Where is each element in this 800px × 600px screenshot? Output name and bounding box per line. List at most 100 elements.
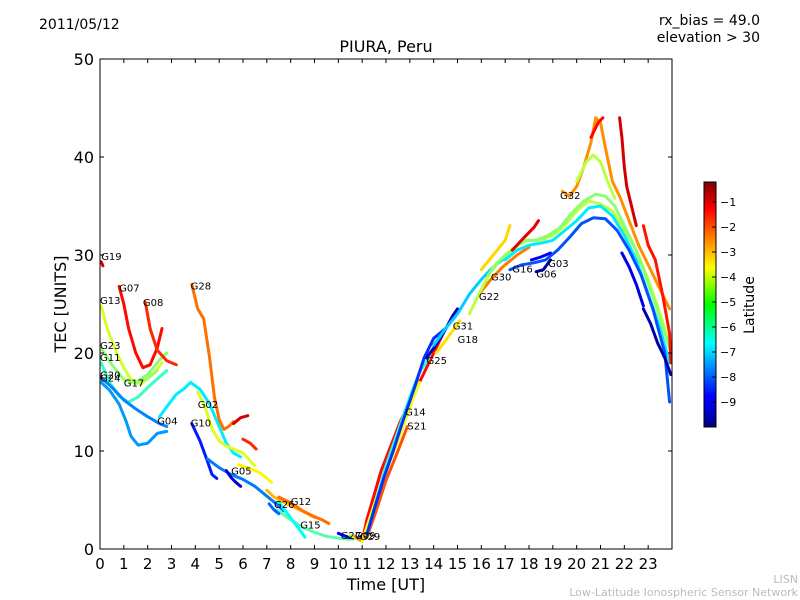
- chart-title: PIURA, Peru: [339, 37, 432, 56]
- colorbar-label: Latitude: [742, 276, 758, 334]
- satellite-label-g06: G06: [536, 270, 556, 281]
- colorbar-ticks: −1 −2 −3 −4 −5 −6 −7 −8 −9: [712, 196, 736, 409]
- satellite-label-g15: G15: [300, 520, 320, 531]
- satellite-label-g27: G27: [341, 531, 361, 542]
- satellite-label-g10: G10: [191, 419, 211, 430]
- rx-bias-label: rx_bias = 49.0: [658, 13, 760, 29]
- series-g05: [205, 457, 285, 513]
- x-tick-label: 12: [376, 555, 395, 573]
- satellite-label-g04: G04: [157, 417, 177, 428]
- series-g22r: [232, 414, 250, 426]
- x-tick-label: 5: [214, 555, 224, 573]
- series-g32r: [589, 116, 605, 139]
- satellite-label-g13: G13: [100, 296, 120, 307]
- colorbar-tick-label: −5: [720, 296, 736, 309]
- satellite-label-g03: G03: [548, 259, 568, 270]
- y-tick-label: 0: [84, 540, 94, 559]
- satellite-label-g11: G11: [100, 353, 120, 364]
- colorbar-gradient: [703, 181, 717, 428]
- series-g08: [143, 300, 178, 367]
- series-g17: [122, 369, 159, 385]
- series-g15b: [277, 500, 307, 539]
- colorbar-tick-label: −2: [720, 221, 736, 234]
- series-g05b: [224, 469, 243, 488]
- satellite-label-g08: G08: [143, 298, 163, 309]
- series-risee: [365, 327, 448, 536]
- satellite-label-g28: G28: [191, 281, 211, 292]
- y-tick-label: 20: [74, 344, 94, 363]
- series-g22: [477, 245, 531, 296]
- x-tick-label: 19: [543, 555, 562, 573]
- footer-lisn: LISN: [773, 573, 798, 586]
- x-tick-label: 1: [119, 555, 129, 573]
- colorbar-tick-label: −1: [720, 196, 736, 209]
- x-tick-label: 17: [496, 555, 515, 573]
- satellite-label-g16: G16: [512, 265, 532, 276]
- axes: 0 1 2 3 4 5 6 7 8 9 10 11 12 13 14 15 16 17 18 19 20 21 22 2301…: [74, 50, 672, 573]
- colorbar-tick-label: −3: [720, 246, 736, 259]
- footer-credit: LISN Low-Latitude Ionospheric Sensor Net…: [569, 573, 798, 599]
- satellite-label-g24: G24: [100, 373, 120, 384]
- series-g26r: [241, 437, 258, 451]
- series-later2: [641, 224, 672, 365]
- satellite-label-g18: G18: [458, 335, 478, 346]
- x-tick-label: 22: [615, 555, 634, 573]
- satellite-label-g30: G30: [491, 273, 511, 284]
- satellite-label-g25: G25: [427, 356, 447, 367]
- satellite-label-g07: G07: [119, 283, 139, 294]
- satellite-label-g26: G26: [274, 500, 294, 511]
- satellite-label-g22: G22: [479, 292, 499, 303]
- elevation-label: elevation > 30: [656, 30, 760, 46]
- y-tick-label: 40: [74, 148, 94, 167]
- satellite-label-g23: G23: [100, 341, 120, 352]
- series-g28: [190, 282, 235, 431]
- satellite-label-g12: G12: [291, 497, 311, 508]
- colorbar-tick-label: −9: [720, 396, 736, 409]
- series-later: [618, 116, 638, 228]
- x-tick-label: 3: [167, 555, 177, 573]
- series-g06: [534, 258, 552, 274]
- series-lateb2: [641, 307, 672, 377]
- series-g15c: [267, 502, 281, 516]
- series-g26: [277, 495, 331, 525]
- satellite-label-g05: G05: [231, 467, 251, 478]
- series-g32g: [575, 153, 617, 200]
- series-g10: [190, 422, 219, 480]
- date-label: 2011/05/12: [39, 17, 120, 33]
- colorbar-tick-label: −8: [720, 371, 736, 384]
- series-g20: [100, 376, 169, 428]
- colorbar-tick-label: −6: [720, 321, 736, 334]
- x-tick-label: 4: [191, 555, 201, 573]
- x-tick-label: 14: [424, 555, 443, 573]
- x-tick-label: 20: [567, 555, 586, 573]
- y-tick-label: 50: [74, 50, 94, 69]
- y-tick-label: 30: [74, 246, 94, 265]
- satellite-label-g29: G29: [360, 532, 380, 543]
- series-g16r: [510, 219, 540, 252]
- y-axis-label: TEC [UNITS]: [51, 256, 70, 354]
- footer-network-name: Low-Latitude Ionospheric Sensor Network: [569, 586, 798, 599]
- satellite-label-g02: G02: [198, 400, 218, 411]
- satellite-label-g09: G09: [355, 531, 375, 542]
- receiver-info: rx_bias = 49.0 elevation > 30: [657, 13, 760, 47]
- x-tick-label: 16: [472, 555, 491, 573]
- satellite-label-g31: G31: [453, 322, 473, 333]
- colorbar-tick-label: −7: [720, 346, 736, 359]
- x-tick-label: 18: [519, 555, 538, 573]
- satellite-label-g14: G14: [405, 408, 425, 419]
- x-tick-label: 6: [238, 555, 248, 573]
- x-tick-label: 2: [143, 555, 153, 573]
- x-tick-label: 11: [353, 555, 372, 573]
- x-tick-label: 9: [310, 555, 320, 573]
- x-tick-label: 13: [400, 555, 419, 573]
- colorbar-tick-label: −4: [720, 271, 736, 284]
- series-g19: [100, 260, 105, 268]
- satellite-label-g32: G32: [560, 191, 580, 202]
- series-g02: [196, 390, 257, 468]
- x-tick-label: 0: [95, 555, 105, 573]
- satellite-label-g20: G20: [100, 371, 120, 382]
- x-tick-label: 15: [448, 555, 467, 573]
- series-layer: [100, 116, 672, 543]
